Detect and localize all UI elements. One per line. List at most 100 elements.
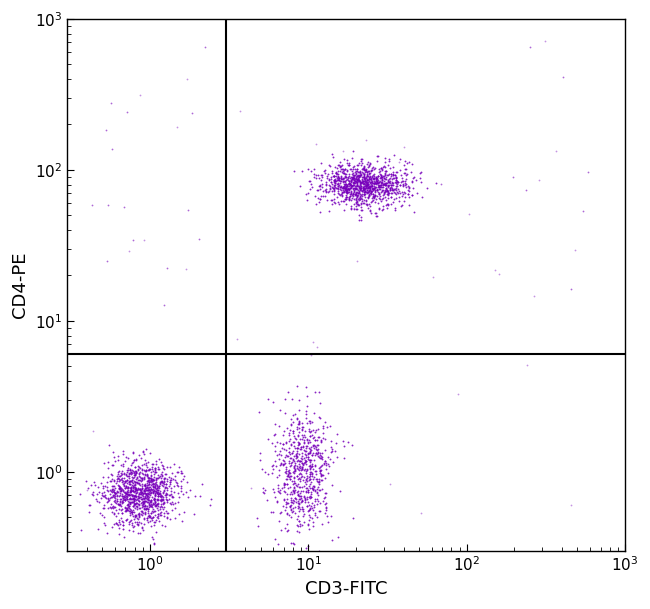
Point <box>292 443 302 453</box>
Point <box>301 468 311 478</box>
Point <box>393 186 404 196</box>
Point <box>131 502 142 512</box>
Point <box>255 448 265 458</box>
Point <box>356 202 366 212</box>
Point <box>303 519 313 529</box>
Point <box>114 476 124 485</box>
Point <box>98 501 109 510</box>
Point <box>372 157 382 166</box>
Point <box>358 189 369 199</box>
Point <box>120 492 130 502</box>
Point <box>122 465 132 475</box>
Point <box>120 484 131 493</box>
Point <box>130 469 140 479</box>
Point <box>408 183 419 192</box>
Point <box>350 195 361 205</box>
Point <box>170 503 180 513</box>
Point <box>296 421 307 431</box>
Point <box>150 463 161 473</box>
Point <box>332 179 343 189</box>
Point <box>296 426 307 435</box>
Point <box>382 185 393 195</box>
Point <box>376 163 386 173</box>
Point <box>134 469 144 479</box>
Point <box>298 453 309 463</box>
Point <box>357 177 367 187</box>
Point <box>114 484 124 494</box>
Point <box>302 479 312 488</box>
Point <box>123 505 133 515</box>
Point <box>296 463 307 473</box>
Point <box>131 467 141 477</box>
Point <box>146 496 156 505</box>
Point <box>313 445 324 454</box>
Point <box>123 482 133 492</box>
Point <box>134 449 144 459</box>
Point <box>322 171 332 181</box>
Point <box>105 503 116 513</box>
Point <box>129 468 139 477</box>
Point <box>139 474 150 484</box>
Point <box>137 526 148 535</box>
Point <box>353 175 363 185</box>
Point <box>386 171 396 180</box>
Point <box>369 188 380 197</box>
Point <box>367 184 377 194</box>
Point <box>293 459 304 469</box>
Point <box>335 161 345 171</box>
Point <box>148 513 158 523</box>
Point <box>307 483 317 493</box>
Point <box>351 187 361 197</box>
Point <box>382 180 393 190</box>
Point <box>368 178 378 188</box>
Point <box>305 447 315 457</box>
Point <box>285 500 296 510</box>
Point <box>374 189 384 199</box>
Point <box>276 451 286 460</box>
Point <box>288 495 298 505</box>
Point <box>358 198 369 208</box>
Point <box>328 176 339 186</box>
Point <box>272 497 282 507</box>
Point <box>352 187 362 197</box>
Point <box>349 178 359 188</box>
Point <box>141 465 151 474</box>
Point <box>388 163 398 172</box>
Point <box>119 491 129 501</box>
Point <box>278 430 289 440</box>
Point <box>132 517 142 527</box>
Point <box>174 488 184 498</box>
Point <box>320 185 330 195</box>
Point <box>135 529 145 538</box>
Point <box>300 477 311 487</box>
Point <box>130 486 140 496</box>
Point <box>320 488 330 498</box>
Point <box>314 479 324 489</box>
Point <box>129 462 140 472</box>
Point <box>343 184 354 194</box>
Point <box>136 460 147 470</box>
Point <box>286 453 296 463</box>
Point <box>270 457 280 466</box>
Point <box>324 175 334 185</box>
Point <box>305 503 315 513</box>
Point <box>194 491 205 501</box>
Point <box>365 172 376 181</box>
Point <box>349 173 359 183</box>
Point <box>353 160 363 170</box>
Point <box>297 463 307 473</box>
Point <box>336 171 346 181</box>
Point <box>312 512 322 522</box>
Point <box>303 485 313 495</box>
Point <box>289 463 299 473</box>
Point <box>134 462 144 472</box>
Point <box>114 500 125 510</box>
Point <box>313 496 323 505</box>
Point <box>298 516 309 526</box>
Point <box>146 476 156 485</box>
Point <box>170 475 180 485</box>
Point <box>157 502 168 512</box>
Point <box>133 491 143 501</box>
Point <box>336 164 346 174</box>
Point <box>367 186 378 195</box>
